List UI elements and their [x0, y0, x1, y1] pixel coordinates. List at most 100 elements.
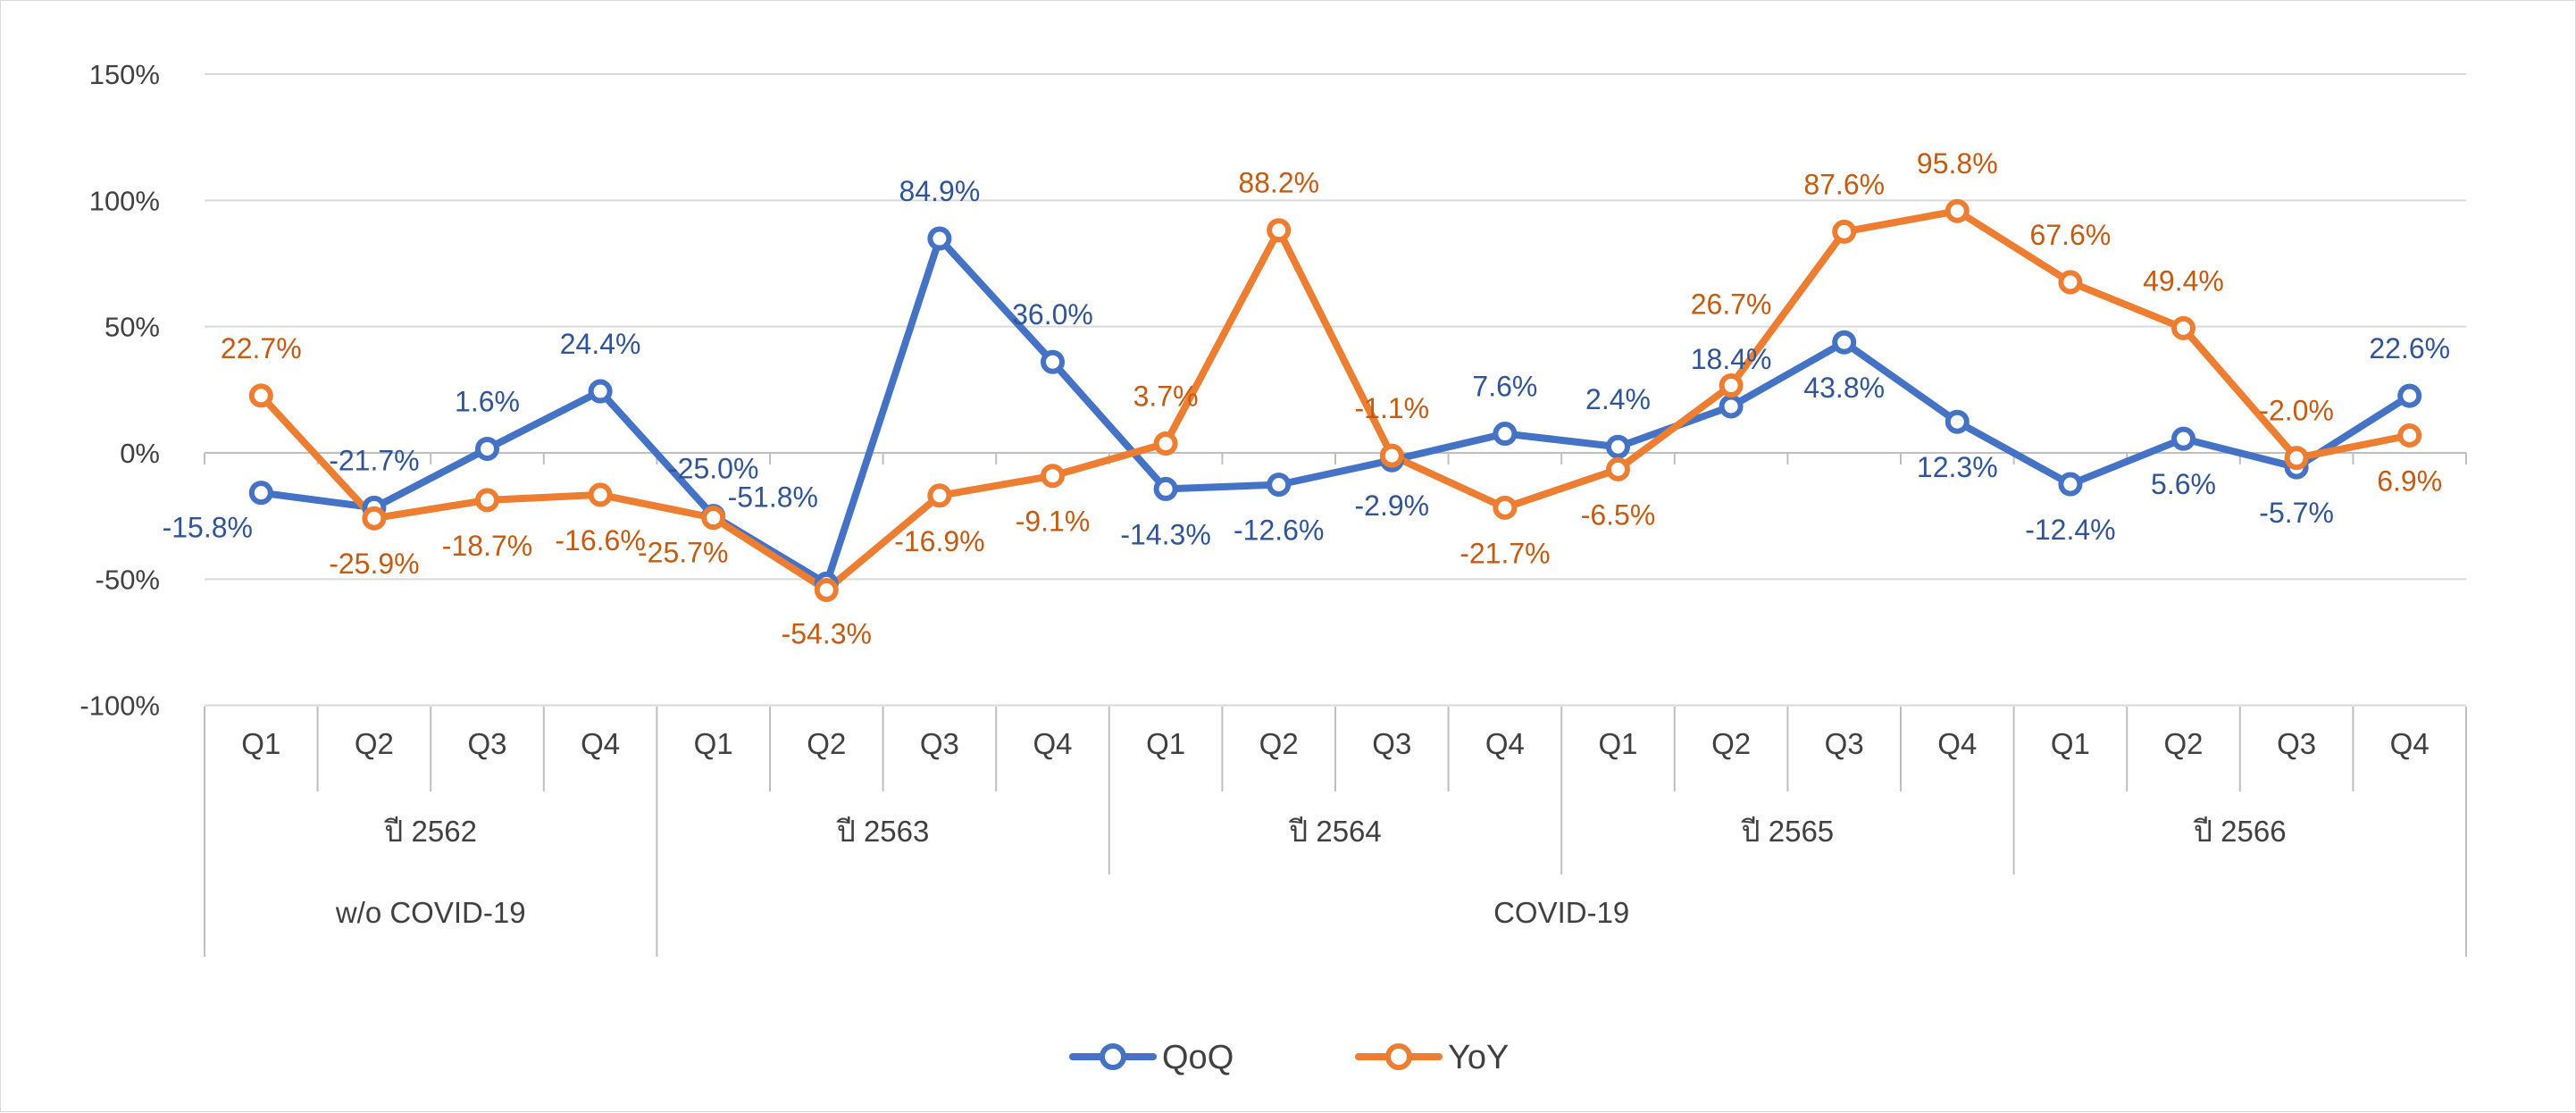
- quarter-label: Q1: [694, 727, 733, 760]
- data-point-yoy: [701, 506, 726, 531]
- data-label-qoq: -15.8%: [163, 512, 253, 544]
- data-label-qoq: -51.8%: [728, 481, 818, 513]
- legend-marker-qoq: [1100, 1043, 1126, 1070]
- legend-marker-yoy: [1385, 1043, 1412, 1070]
- quarter-label: Q2: [1259, 727, 1299, 760]
- data-point-yoy: [362, 506, 387, 531]
- data-point-qoq: [1945, 409, 1970, 434]
- period-label: w/o COVID-19: [335, 896, 526, 929]
- data-label-yoy: -25.7%: [638, 537, 728, 569]
- year-label: ปี 2564: [1288, 815, 1382, 848]
- data-point-qoq: [1832, 330, 1857, 355]
- data-point-yoy: [1493, 495, 1518, 520]
- data-point-yoy: [248, 383, 273, 408]
- data-point-qoq: [1153, 476, 1178, 501]
- data-point-qoq: [1267, 473, 1292, 498]
- data-label-yoy: -25.9%: [329, 548, 419, 580]
- series: [248, 198, 2422, 602]
- data-label-yoy: -1.1%: [1355, 392, 1430, 424]
- data-point-yoy: [1267, 218, 1292, 243]
- legend: QoQ YoY: [1069, 1039, 1509, 1076]
- data-label-qoq: 36.0%: [1012, 298, 1093, 331]
- y-tick-label: 50%: [105, 312, 160, 343]
- data-point-qoq: [588, 379, 613, 404]
- data-label-yoy: -21.7%: [1459, 537, 1550, 569]
- quarter-label: Q3: [920, 727, 959, 760]
- year-label: ปี 2563: [836, 815, 930, 848]
- y-tick-label: 0%: [120, 438, 160, 469]
- data-label-qoq: -5.7%: [2259, 497, 2334, 529]
- data-label-yoy: 22.7%: [221, 332, 302, 364]
- axes: 150% 100% 50% 0% -50% -100% Q1 Q2 Q3 Q4 Q1 Q2 Q3 Q4 Q1…: [79, 59, 2467, 957]
- data-label-qoq: -25.0%: [668, 453, 758, 485]
- data-point-yoy: [2058, 270, 2083, 295]
- data-label-qoq: -14.3%: [1120, 518, 1210, 550]
- data-point-qoq: [2171, 426, 2195, 451]
- data-label-yoy: 95.8%: [1917, 147, 1998, 180]
- data-point-qoq: [475, 436, 499, 461]
- data-point-yoy: [1606, 456, 1630, 481]
- quarter-label: Q4: [1937, 727, 1977, 760]
- series-line-yoy: [257, 207, 2413, 594]
- data-label-yoy: 49.4%: [2143, 264, 2224, 297]
- data-label-yoy: -2.0%: [2259, 395, 2334, 427]
- data-label-yoy: 88.2%: [1238, 167, 1319, 199]
- y-tick-label: -50%: [96, 564, 160, 595]
- data-label-yoy: -16.9%: [894, 525, 984, 557]
- quarter-label: Q2: [807, 727, 846, 760]
- data-label-qoq: 24.4%: [560, 328, 641, 360]
- quarter-label: Q4: [1033, 727, 1072, 760]
- data-label-yoy: -18.7%: [442, 530, 532, 562]
- data-point-qoq: [1493, 422, 1518, 447]
- y-tick-label: -100%: [79, 690, 160, 722]
- data-label-yoy: -6.5%: [1581, 498, 1656, 531]
- year-label: ปี 2562: [383, 815, 477, 848]
- data-label-qoq: -12.4%: [2025, 514, 2115, 546]
- data-label-qoq: -2.9%: [1355, 490, 1430, 522]
- data-label-qoq: 5.6%: [2151, 468, 2216, 500]
- data-label-yoy: -54.3%: [782, 617, 872, 649]
- quarter-label: Q2: [1711, 727, 1751, 760]
- quarter-label: Q1: [1598, 727, 1637, 760]
- data-label-yoy: -9.1%: [1016, 506, 1091, 538]
- legend-label-qoq: QoQ: [1162, 1039, 1234, 1076]
- data-label-qoq: 18.4%: [1691, 343, 1772, 375]
- data-point-qoq: [1041, 349, 1065, 374]
- data-point-yoy: [1153, 431, 1178, 456]
- quarter-label: Q3: [1825, 727, 1864, 760]
- data-label-qoq: 22.6%: [2369, 332, 2450, 364]
- data-point-yoy: [814, 577, 839, 602]
- data-point-qoq: [927, 226, 952, 251]
- data-label-yoy: 67.6%: [2030, 219, 2112, 251]
- data-point-qoq: [2058, 472, 2083, 497]
- series-line-qoq: [257, 235, 2413, 588]
- period-label: COVID-19: [1493, 896, 1629, 929]
- data-label-yoy: 26.7%: [1691, 289, 1772, 321]
- data-label-qoq: 12.3%: [1917, 451, 1998, 483]
- quarter-label: Q4: [1485, 727, 1525, 760]
- data-label-qoq: 2.4%: [1585, 383, 1651, 415]
- data-point-yoy: [588, 482, 613, 507]
- data-labels: -15.8% -21.7% 1.6% 24.4% -25.0%-51.8% 84.9% 36…: [163, 147, 2450, 649]
- quarter-label: Q3: [1372, 727, 1411, 760]
- y-tick-label: 150%: [89, 59, 160, 90]
- quarter-label: Q4: [2390, 727, 2430, 760]
- data-point-yoy: [1041, 464, 1065, 489]
- quarter-label: Q3: [467, 727, 506, 760]
- data-point-qoq: [2397, 383, 2422, 408]
- quarter-label: Q1: [2051, 727, 2090, 760]
- quarter-label: Q2: [2163, 727, 2203, 760]
- data-label-qoq: 43.8%: [1803, 372, 1885, 404]
- data-point-yoy: [1832, 219, 1857, 244]
- data-point-qoq: [1719, 394, 1744, 419]
- quarter-label: Q3: [2277, 727, 2316, 760]
- year-label: ปี 2565: [1740, 815, 1834, 848]
- data-point-yoy: [2397, 423, 2422, 448]
- quarter-label: Q1: [1146, 727, 1185, 760]
- y-tick-label: 100%: [89, 185, 160, 216]
- data-point-qoq: [248, 481, 273, 506]
- data-label-qoq: -21.7%: [329, 444, 419, 476]
- data-point-yoy: [1379, 443, 1404, 468]
